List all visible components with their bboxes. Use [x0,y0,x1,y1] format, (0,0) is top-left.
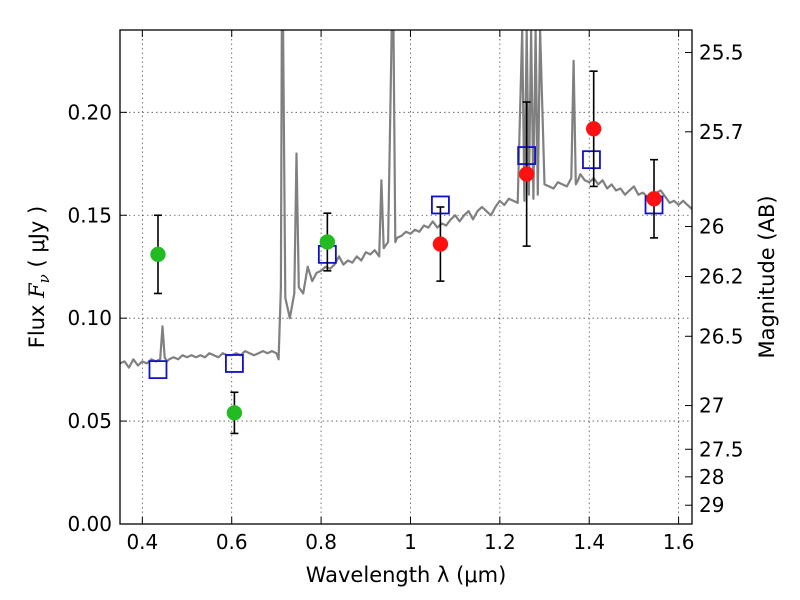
y2-tick-label: 26 [699,214,724,238]
photometry-point [585,121,602,137]
y-tick-label: 0.15 [67,203,112,227]
x-tick-label: 0.6 [216,530,248,554]
axes-frame [119,29,693,525]
x-tick-label: 1 [404,530,417,554]
grid-lines [120,30,692,525]
photometry-point [432,236,449,252]
photometry-point [518,166,535,182]
x-tick-label: 0.4 [126,530,158,554]
model-square-marker [582,150,601,170]
photometry-point [319,234,336,250]
y2-tick-label: 25.7 [699,120,744,144]
x-tick-label: 1.6 [663,530,695,554]
y-tick-label: 0.20 [67,100,112,124]
y2-tick-label: 26.2 [699,265,744,289]
x-tick-label: 1.4 [573,530,605,554]
y-tick-label: 0.00 [67,512,112,536]
model-square-marker [148,360,168,380]
x-tick-label: 0.8 [305,530,337,554]
spectrum-line [120,30,692,369]
x-tick-label: 1.2 [484,530,516,554]
y-tick-label: 0.10 [67,306,112,330]
y2-tick-label: 27.5 [699,437,744,461]
y-tick-label: 0.05 [67,409,112,433]
photometry-point [226,405,243,421]
photometry-point [646,191,662,207]
y2-axis-label: Magnitude (AB) [755,195,779,358]
axis-ticks: 0.4 0.6 0.8 1 1.2 1.4 1.6 0.00 0.05 0.10 0.15 0.20 2… [67,30,744,554]
y2-tick-label: 28 [699,465,724,489]
model-square-marker [224,354,244,373]
y2-tick-label: 29 [699,493,724,517]
y2-tick-label: 26.5 [699,324,744,348]
y2-tick-label: 25.5 [699,40,744,64]
y2-tick-label: 27 [699,394,724,418]
y-axis-label: Flux Fν ( μJy ) [25,206,53,348]
plot-area [120,30,692,435]
x-axis-label: Wavelength λ (μm) [306,563,507,587]
photometry-point [150,246,166,263]
